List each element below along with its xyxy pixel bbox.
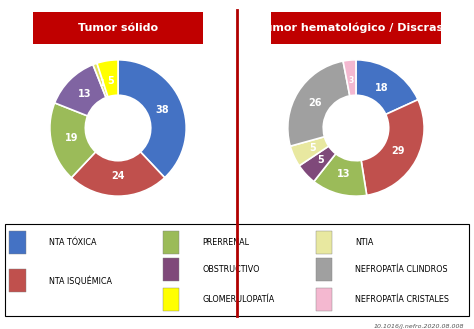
Wedge shape [93,63,108,98]
Text: 5: 5 [309,143,316,153]
Text: NEFROPATÍA CLINDROS: NEFROPATÍA CLINDROS [356,265,448,274]
Bar [163,288,179,311]
Text: 13: 13 [337,169,351,179]
Text: 13: 13 [78,89,91,99]
Wedge shape [343,60,356,96]
Text: 5: 5 [107,76,114,86]
Text: 5: 5 [318,155,324,165]
Text: 1: 1 [99,79,104,88]
Wedge shape [118,60,186,178]
Text: 3: 3 [349,76,354,85]
Text: OBSTRUCTIVO: OBSTRUCTIVO [202,265,260,274]
Wedge shape [356,60,418,114]
Wedge shape [50,103,96,178]
Bar [316,258,332,281]
Wedge shape [72,152,164,196]
Text: 24: 24 [111,171,125,181]
Text: NEFROPATÍA CRISTALES: NEFROPATÍA CRISTALES [356,295,449,304]
Wedge shape [97,60,118,97]
Wedge shape [299,146,336,182]
Text: Tumor sólido: Tumor sólido [78,23,158,33]
Bar [9,231,26,254]
Bar [163,258,179,281]
Text: PRERRENAL: PRERRENAL [202,238,249,247]
Bar [316,231,332,254]
Text: 10.1016/j.nefro.2020.08.008: 10.1016/j.nefro.2020.08.008 [374,324,465,329]
Wedge shape [314,154,367,196]
Text: Tumor hematológico / Discrasia: Tumor hematológico / Discrasia [258,23,454,33]
Wedge shape [55,64,106,116]
Wedge shape [288,61,350,146]
Text: NTA TÓXICA: NTA TÓXICA [49,238,96,247]
Text: 18: 18 [375,83,389,93]
Wedge shape [361,100,424,195]
Text: 26: 26 [309,98,322,108]
Bar [9,269,26,292]
Text: NTA ISQUÉMICA: NTA ISQUÉMICA [49,276,112,286]
Bar [163,231,179,254]
Text: 19: 19 [65,133,78,143]
Text: GLOMERULOPATÍA: GLOMERULOPATÍA [202,295,274,304]
Bar [316,288,332,311]
Text: 29: 29 [391,145,405,156]
Wedge shape [290,137,328,166]
Text: NTIA: NTIA [356,238,374,247]
Text: 38: 38 [155,105,169,115]
